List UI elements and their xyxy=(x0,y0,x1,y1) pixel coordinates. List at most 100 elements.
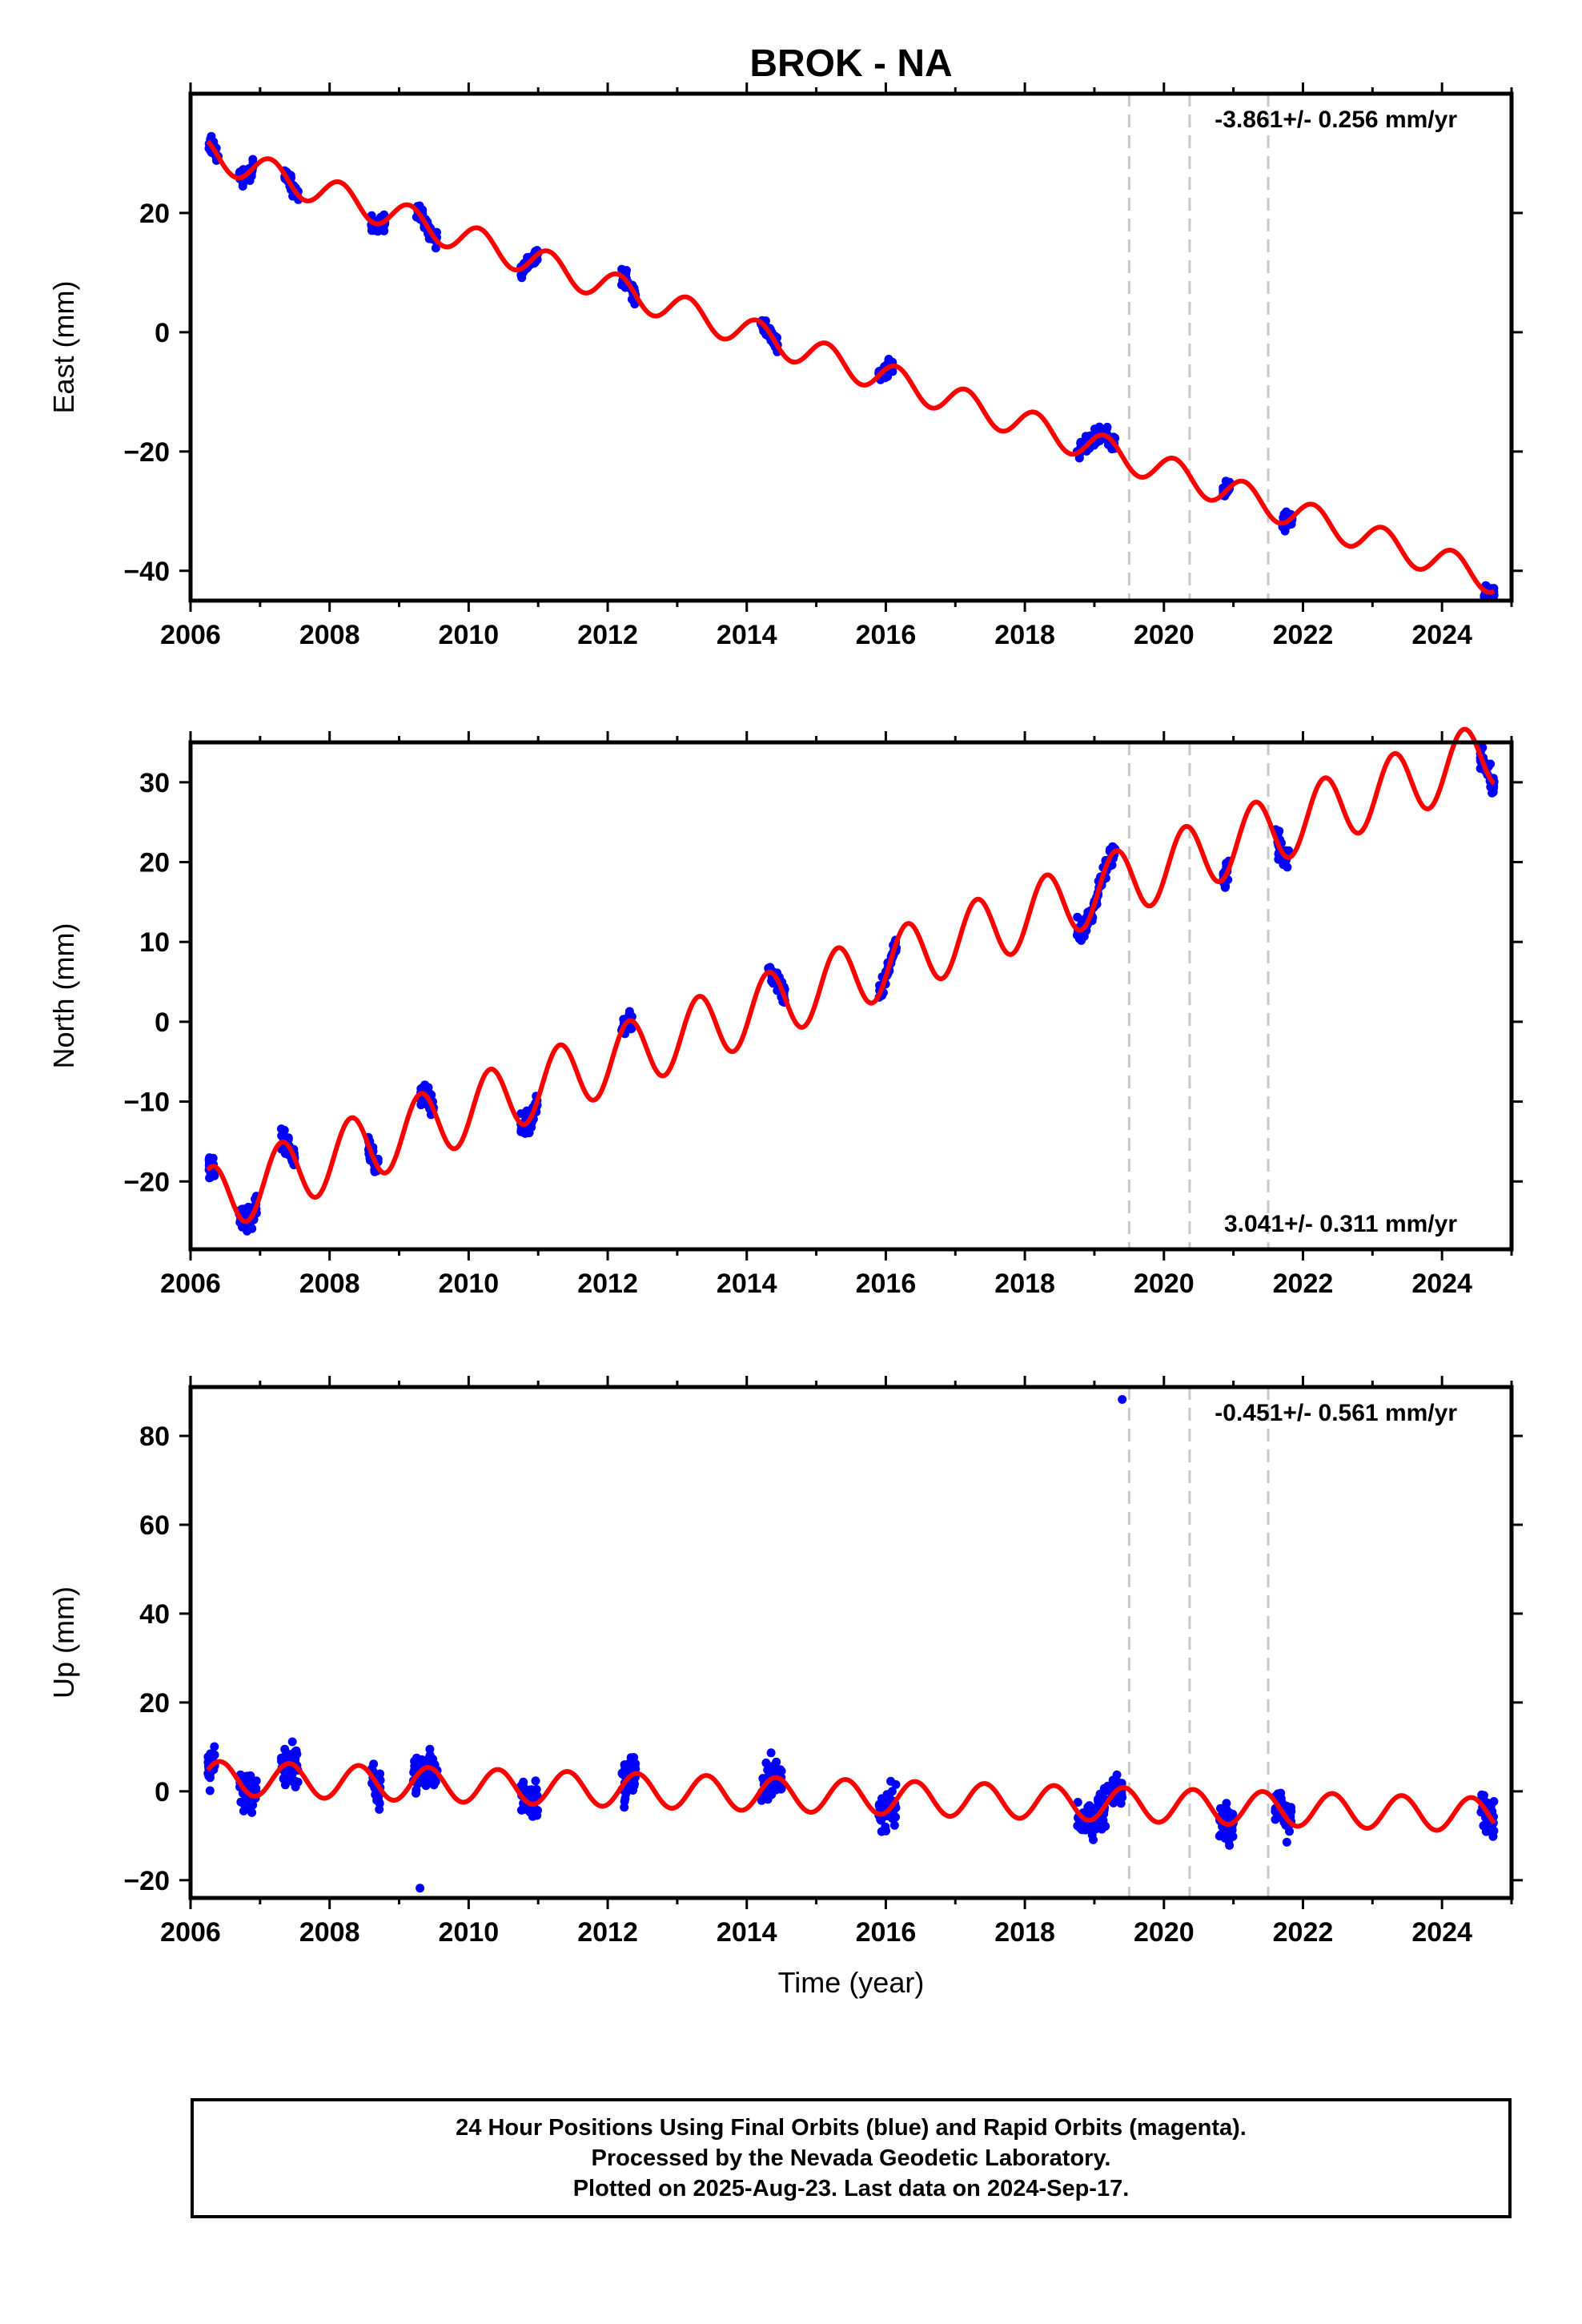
data-point xyxy=(519,1777,528,1787)
data-point xyxy=(1224,1827,1234,1837)
data-point xyxy=(771,1785,781,1795)
y-tick-label: −10 xyxy=(123,1088,170,1118)
footer-box: 24 Hour Positions Using Final Orbits (bl… xyxy=(191,2098,1512,2218)
y-tick-label: 0 xyxy=(155,1007,170,1038)
x-tick-label: 2020 xyxy=(1134,1917,1195,1948)
data-point xyxy=(877,1827,886,1836)
plot-frame xyxy=(188,740,1514,1252)
time-series-figure: BROK - NA 2006 2008 2010 2012 2014 2016 2018 20… xyxy=(47,42,1523,1999)
data-point xyxy=(416,1100,426,1110)
model-curve xyxy=(206,1759,1496,1833)
data-point xyxy=(1279,860,1288,870)
data-point xyxy=(1282,507,1291,517)
panels: 2006 2008 2010 2012 2014 2016 2018 2020 2022 2024… xyxy=(47,82,1523,1999)
x-tick-label: 2010 xyxy=(439,1917,500,1948)
data-point xyxy=(210,1742,219,1751)
data-points-east xyxy=(204,131,1499,602)
x-tick-label: 2016 xyxy=(856,1917,917,1948)
velocity-label: 3.041+/- 0.311 mm/yr xyxy=(1224,1211,1457,1237)
data-point xyxy=(1488,1831,1498,1841)
x-tick-label: 2008 xyxy=(299,1269,360,1299)
x-tick-label: 2024 xyxy=(1411,1269,1472,1299)
x-tick-label: 2022 xyxy=(1273,1269,1334,1299)
data-point xyxy=(424,1772,434,1782)
data-point xyxy=(412,1753,421,1763)
data-point xyxy=(1215,1831,1224,1841)
data-point xyxy=(889,1820,899,1830)
velocity-label: -3.861+/- 0.256 mm/yr xyxy=(1215,107,1457,133)
data-point xyxy=(891,1779,901,1789)
data-point xyxy=(519,1783,528,1793)
data-point xyxy=(369,1759,379,1769)
data-point xyxy=(620,1796,629,1806)
data-point xyxy=(293,1777,303,1787)
plot-frame xyxy=(188,1385,1514,1900)
data-point xyxy=(526,1791,536,1801)
panel-up: 2006 2008 2010 2012 2014 2016 2018 2020 2022 2024… xyxy=(47,1376,1523,1999)
data-point-outlier xyxy=(1118,1395,1127,1405)
figure-title: BROK - NA xyxy=(749,42,952,85)
data-point xyxy=(431,243,440,253)
x-tick-label: 2018 xyxy=(994,1917,1055,1948)
data-point xyxy=(248,155,258,164)
footer-line-3: Plotted on 2025-Aug-23. Last data on 202… xyxy=(572,2176,1130,2201)
data-point xyxy=(1225,1840,1235,1850)
y-tick-label: −40 xyxy=(123,557,170,587)
y-tick-label: 30 xyxy=(139,768,170,798)
panel-north: 2006 2008 2010 2012 2014 2016 2018 2020 2022 2024… xyxy=(47,726,1523,1299)
data-point xyxy=(203,1769,213,1778)
x-tick-label: 2006 xyxy=(160,620,221,650)
y-axis-label: North (mm) xyxy=(47,923,80,1069)
x-tick-label: 2016 xyxy=(856,1269,917,1299)
data-point xyxy=(375,1799,384,1808)
data-point xyxy=(369,226,379,235)
x-tick-label: 2006 xyxy=(160,1917,221,1948)
x-tick-label: 2010 xyxy=(439,1269,500,1299)
model-curve xyxy=(206,139,1496,595)
y-tick-label: 80 xyxy=(139,1421,170,1452)
x-tick-label: 2024 xyxy=(1411,1917,1472,1948)
x-tick-label: 2012 xyxy=(577,620,638,650)
y-tick-label: 60 xyxy=(139,1510,170,1541)
data-point xyxy=(1073,1798,1082,1807)
data-point xyxy=(1224,1808,1234,1817)
data-point-outlier xyxy=(416,1884,425,1893)
data-point xyxy=(1116,1799,1126,1808)
y-tick-label: −20 xyxy=(123,437,170,468)
y-tick-label: −20 xyxy=(123,1167,170,1197)
data-point xyxy=(206,1156,215,1165)
data-point xyxy=(885,1795,894,1804)
data-point xyxy=(1222,1799,1231,1808)
data-point xyxy=(766,1748,776,1758)
footer-line-1: 24 Hour Positions Using Final Orbits (bl… xyxy=(456,2115,1247,2141)
data-points-up xyxy=(203,1395,1499,1893)
data-point xyxy=(520,1804,530,1814)
y-tick-label: 0 xyxy=(155,318,170,348)
data-point xyxy=(766,1766,776,1775)
data-point xyxy=(410,1761,420,1771)
data-point xyxy=(206,1170,215,1180)
data-point xyxy=(291,1755,300,1764)
y-tick-label: 0 xyxy=(155,1777,170,1807)
x-tick-label: 2018 xyxy=(994,620,1055,650)
data-point xyxy=(290,1747,299,1757)
x-tick-label: 2006 xyxy=(160,1269,221,1299)
data-points-north xyxy=(204,743,1499,1236)
x-tick-label: 2014 xyxy=(717,1917,777,1948)
data-point xyxy=(1083,1803,1093,1811)
data-point xyxy=(1112,1770,1122,1779)
data-point xyxy=(620,1760,629,1770)
y-tick-label: −20 xyxy=(123,1866,170,1896)
y-tick-label: 10 xyxy=(139,927,170,958)
data-point xyxy=(527,1123,536,1132)
x-tick-label: 2012 xyxy=(577,1917,638,1948)
data-point xyxy=(242,1804,251,1814)
x-tick-label: 2010 xyxy=(439,620,500,650)
data-point xyxy=(205,1786,215,1795)
data-point xyxy=(287,1737,297,1747)
x-axis-label: Time (year) xyxy=(778,1966,925,1999)
data-point xyxy=(1077,935,1086,945)
x-tick-label: 2008 xyxy=(299,1917,360,1948)
data-point xyxy=(625,1782,635,1791)
data-point xyxy=(1091,1821,1101,1830)
